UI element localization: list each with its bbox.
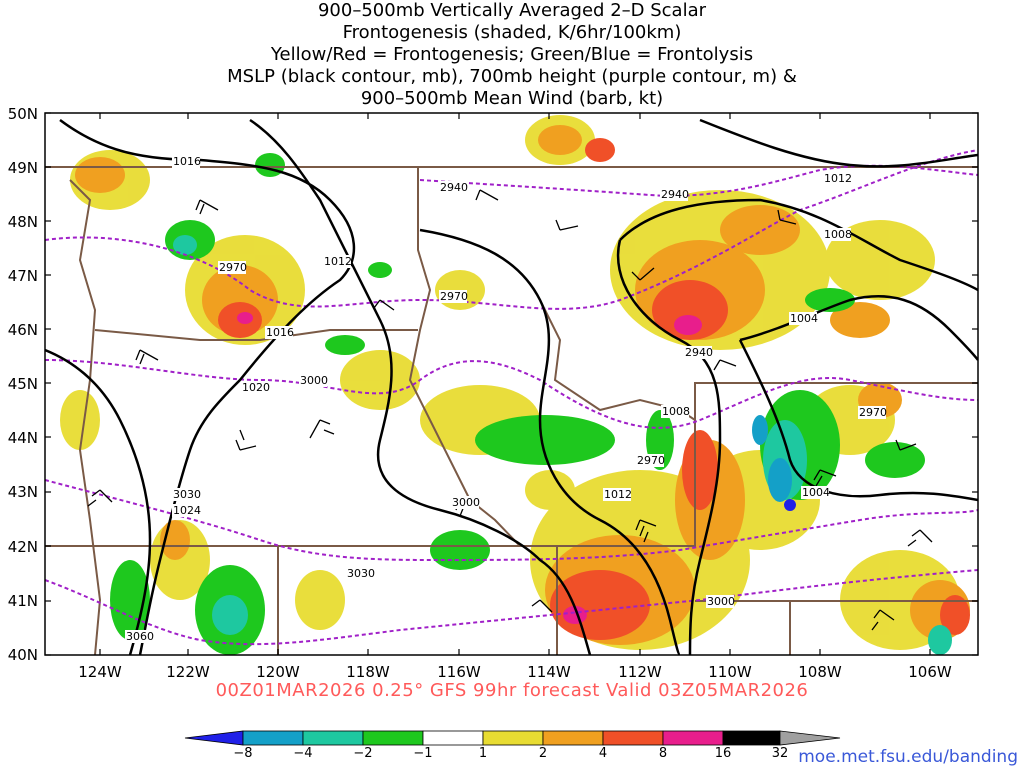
political-borders bbox=[45, 166, 978, 655]
mslp-label: 1016 bbox=[266, 326, 294, 339]
lat-label: 49N bbox=[8, 159, 38, 177]
mslp-label: 1012 bbox=[604, 488, 632, 501]
mslp-label: 1024 bbox=[173, 504, 201, 517]
forecast-valid-time: 00Z01MAR2026 0.25° GFS 99hr forecast Val… bbox=[215, 680, 809, 701]
lon-label: 112W bbox=[618, 663, 662, 681]
height-label: 2940 bbox=[440, 181, 468, 194]
colorbar-label: −2 bbox=[353, 746, 373, 761]
mslp-label: 1004 bbox=[802, 486, 830, 499]
colorbar-label: 4 bbox=[598, 746, 608, 761]
title-line-4: MSLP (black contour, mb), 700mb height (… bbox=[227, 66, 797, 87]
height-label: 2970 bbox=[440, 290, 468, 303]
colorbar-label: 8 bbox=[658, 746, 668, 761]
title-line-1: 900–500mb Vertically Averaged 2–D Scalar bbox=[317, 0, 707, 21]
colorbar-cell bbox=[542, 730, 604, 746]
lon-label: 122W bbox=[166, 663, 210, 681]
colorbar-cell bbox=[242, 730, 304, 746]
height-label: 3030 bbox=[173, 488, 201, 501]
lon-label: 116W bbox=[437, 663, 481, 681]
mslp-label: 1012 bbox=[324, 255, 352, 268]
lat-label: 50N bbox=[8, 105, 38, 123]
colorbar bbox=[184, 730, 841, 746]
lat-label: 48N bbox=[8, 213, 38, 231]
lat-label: 42N bbox=[8, 538, 38, 556]
lon-label: 108W bbox=[798, 663, 842, 681]
colorbar-label: −4 bbox=[293, 746, 313, 761]
height-label: 3030 bbox=[347, 567, 375, 580]
colorbar-label: 1 bbox=[478, 746, 488, 761]
colorbar-cell bbox=[722, 730, 781, 746]
lon-label: 124W bbox=[78, 663, 122, 681]
lon-label: 106W bbox=[908, 663, 952, 681]
mslp-label: 1020 bbox=[242, 381, 270, 394]
height-label: 2940 bbox=[685, 346, 713, 359]
mslp-label: 1008 bbox=[662, 405, 690, 418]
height-label: 3000 bbox=[300, 374, 328, 387]
lat-label: 45N bbox=[8, 375, 38, 393]
lat-label: 46N bbox=[8, 321, 38, 339]
mslp-label: 1016 bbox=[173, 155, 201, 168]
lon-label: 120W bbox=[256, 663, 300, 681]
mslp-label: 1012 bbox=[824, 172, 852, 185]
lat-label: 44N bbox=[8, 429, 38, 447]
map-frame bbox=[44, 112, 979, 656]
colorbar-label: −1 bbox=[413, 746, 433, 761]
height-label: 2970 bbox=[859, 406, 887, 419]
lat-label: 47N bbox=[8, 267, 38, 285]
height-label: 2970 bbox=[219, 261, 247, 274]
mslp-labels: 1016 1012 1016 1020 1024 1008 1012 1004 … bbox=[172, 155, 852, 517]
colorbar-label: 2 bbox=[538, 746, 548, 761]
colorbar-cell bbox=[422, 730, 484, 746]
height-label: 3060 bbox=[126, 630, 154, 643]
lon-label: 114W bbox=[527, 663, 571, 681]
lon-label: 118W bbox=[346, 663, 390, 681]
colorbar-cell bbox=[779, 730, 841, 746]
colorbar-cell bbox=[482, 730, 544, 746]
wind-barbs bbox=[87, 189, 933, 631]
frontogenesis-shading bbox=[60, 115, 970, 655]
height-label: 3000 bbox=[707, 595, 735, 608]
colorbar-label: −8 bbox=[233, 746, 253, 761]
credit-link[interactable]: moe.met.fsu.edu/banding bbox=[798, 747, 1018, 767]
axis-ticks bbox=[45, 112, 978, 656]
mslp-label: 1008 bbox=[824, 228, 852, 241]
longitude-labels: 124W 122W 120W 118W 116W 114W 112W 110W … bbox=[78, 663, 952, 681]
title-line-3: Yellow/Red = Frontogenesis; Green/Blue =… bbox=[270, 44, 754, 65]
height-label: 2970 bbox=[637, 454, 665, 467]
lon-label: 110W bbox=[708, 663, 752, 681]
colorbar-cell bbox=[602, 730, 664, 746]
title-line-2: Frontogenesis (shaded, K/6hr/100km) bbox=[342, 22, 682, 43]
lat-label: 43N bbox=[8, 483, 38, 501]
mslp-label: 1004 bbox=[790, 312, 818, 325]
colorbar-cell bbox=[362, 730, 424, 746]
colorbar-cell bbox=[662, 730, 724, 746]
lat-label: 40N bbox=[8, 646, 38, 664]
colorbar-label: 16 bbox=[714, 746, 732, 761]
title-line-5: 900–500mb Mean Wind (barb, kt) bbox=[360, 88, 664, 109]
latitude-labels: 50N 49N 48N 47N 46N 45N 44N 43N 42N 41N … bbox=[8, 105, 38, 664]
height-label: 2940 bbox=[661, 188, 689, 201]
colorbar-cell bbox=[184, 730, 244, 746]
colorbar-label: 32 bbox=[771, 746, 789, 761]
colorbar-cell bbox=[302, 730, 364, 746]
height-label: 3000 bbox=[452, 496, 480, 509]
height-labels: 2940 2940 2970 2970 3000 3000 3030 3030 … bbox=[125, 181, 887, 643]
lat-label: 41N bbox=[8, 592, 38, 610]
